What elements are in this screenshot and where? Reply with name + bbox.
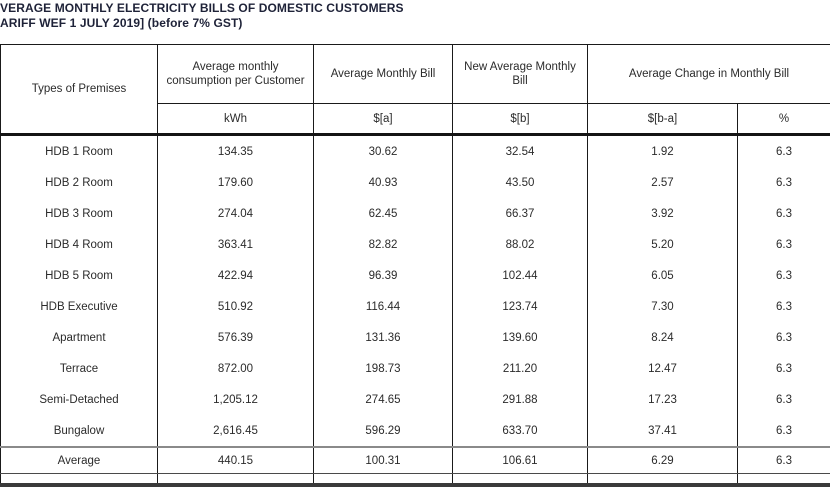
cell-pct: 6.3 [738, 447, 830, 474]
cell-premises: HDB 2 Room [1, 167, 158, 198]
cell-premises: HDB 4 Room [1, 229, 158, 260]
cell-kwh: 179.60 [158, 167, 314, 198]
cell-change: 6.05 [588, 260, 738, 291]
cell-change: 37.41 [588, 415, 738, 447]
cell-bill-a: 116.44 [314, 291, 453, 322]
cell-change: 17.23 [588, 384, 738, 415]
cell-kwh: 510.92 [158, 291, 314, 322]
cell-premises: HDB 3 Room [1, 198, 158, 229]
cell-change: 8.24 [588, 322, 738, 353]
header-types-of-premises: Types of Premises [1, 45, 158, 135]
cell-kwh: 422.94 [158, 260, 314, 291]
cell-bill-b: 32.54 [453, 135, 588, 168]
unit-dollar-b: $[b] [453, 104, 588, 135]
cell-kwh: 134.35 [158, 135, 314, 168]
cell-premises: Terrace [1, 353, 158, 384]
header-avg-consumption: Average monthly consumption per Customer [158, 45, 314, 104]
cell-premises: Average [1, 447, 158, 474]
table-footer: Average 440.15 100.31 106.61 6.29 6.3 [1, 447, 830, 485]
cell-bill-a: 62.45 [314, 198, 453, 229]
cell-pct: 6.3 [738, 229, 830, 260]
cell-pct: 6.3 [738, 322, 830, 353]
unit-kwh: kWh [158, 104, 314, 135]
cell-bill-b: 88.02 [453, 229, 588, 260]
cell-premises: Bungalow [1, 415, 158, 447]
unit-dollar-a: $[a] [314, 104, 453, 135]
table-header: Types of Premises Average monthly consum… [1, 45, 830, 135]
cell-bill-a: 30.62 [314, 135, 453, 168]
header-new-avg-monthly-bill: New Average Monthly Bill [453, 45, 588, 104]
title-line-2: ARIFF WEF 1 JULY 2019] (before 7% GST) [0, 16, 404, 31]
cell-bill-a: 198.73 [314, 353, 453, 384]
title-line-1: VERAGE MONTHLY ELECTRICITY BILLS OF DOME… [0, 1, 404, 16]
cell-kwh: 440.15 [158, 447, 314, 474]
cell-premises: HDB 5 Room [1, 260, 158, 291]
cell-change: 2.57 [588, 167, 738, 198]
cell-pct: 6.3 [738, 167, 830, 198]
cell-bill-b: 66.37 [453, 198, 588, 229]
cell-change: 1.92 [588, 135, 738, 168]
cell-bill-b: 211.20 [453, 353, 588, 384]
cell-kwh: 1,205.12 [158, 384, 314, 415]
cell-pct: 6.3 [738, 415, 830, 447]
cell-pct: 6.3 [738, 260, 830, 291]
cell-bill-b: 102.44 [453, 260, 588, 291]
cell-premises: Semi-Detached [1, 384, 158, 415]
cell-premises: Apartment [1, 322, 158, 353]
cell-bill-a: 100.31 [314, 447, 453, 474]
cell-kwh: 363.41 [158, 229, 314, 260]
cell-bill-a: 131.36 [314, 322, 453, 353]
bottom-spacer-row [1, 474, 830, 486]
cell-premises: HDB 1 Room [1, 135, 158, 168]
cell-bill-a: 82.82 [314, 229, 453, 260]
header-avg-monthly-bill: Average Monthly Bill [314, 45, 453, 104]
cell-bill-a: 274.65 [314, 384, 453, 415]
cell-change: 3.92 [588, 198, 738, 229]
cell-premises: HDB Executive [1, 291, 158, 322]
cell-bill-b: 291.88 [453, 384, 588, 415]
cell-pct: 6.3 [738, 384, 830, 415]
cell-kwh: 2,616.45 [158, 415, 314, 447]
average-row: Average 440.15 100.31 106.61 6.29 6.3 [1, 447, 830, 474]
header-avg-change: Average Change in Monthly Bill [588, 45, 830, 104]
electricity-bills-table: Types of Premises Average monthly consum… [0, 44, 830, 487]
cell-change: 5.20 [588, 229, 738, 260]
cell-bill-b: 123.74 [453, 291, 588, 322]
cell-bill-a: 96.39 [314, 260, 453, 291]
header-row-titles: Types of Premises Average monthly consum… [1, 45, 830, 104]
cell-kwh: 872.00 [158, 353, 314, 384]
document-title: VERAGE MONTHLY ELECTRICITY BILLS OF DOME… [0, 1, 404, 31]
cell-pct: 6.3 [738, 198, 830, 229]
cell-bill-b: 106.61 [453, 447, 588, 474]
electricity-bills-table-container: Types of Premises Average monthly consum… [0, 44, 830, 487]
cell-kwh: 576.39 [158, 322, 314, 353]
cell-kwh: 274.04 [158, 198, 314, 229]
cell-change: 7.30 [588, 291, 738, 322]
unit-dollar-b-minus-a: $[b-a] [588, 104, 738, 135]
cell-bill-b: 633.70 [453, 415, 588, 447]
cell-bill-b: 139.60 [453, 322, 588, 353]
cell-bill-a: 596.29 [314, 415, 453, 447]
cell-change: 6.29 [588, 447, 738, 474]
cell-pct: 6.3 [738, 353, 830, 384]
cell-bill-b: 43.50 [453, 167, 588, 198]
cell-change: 12.47 [588, 353, 738, 384]
cell-bill-a: 40.93 [314, 167, 453, 198]
unit-percent: % [738, 104, 830, 135]
cell-pct: 6.3 [738, 135, 830, 168]
cell-pct: 6.3 [738, 291, 830, 322]
